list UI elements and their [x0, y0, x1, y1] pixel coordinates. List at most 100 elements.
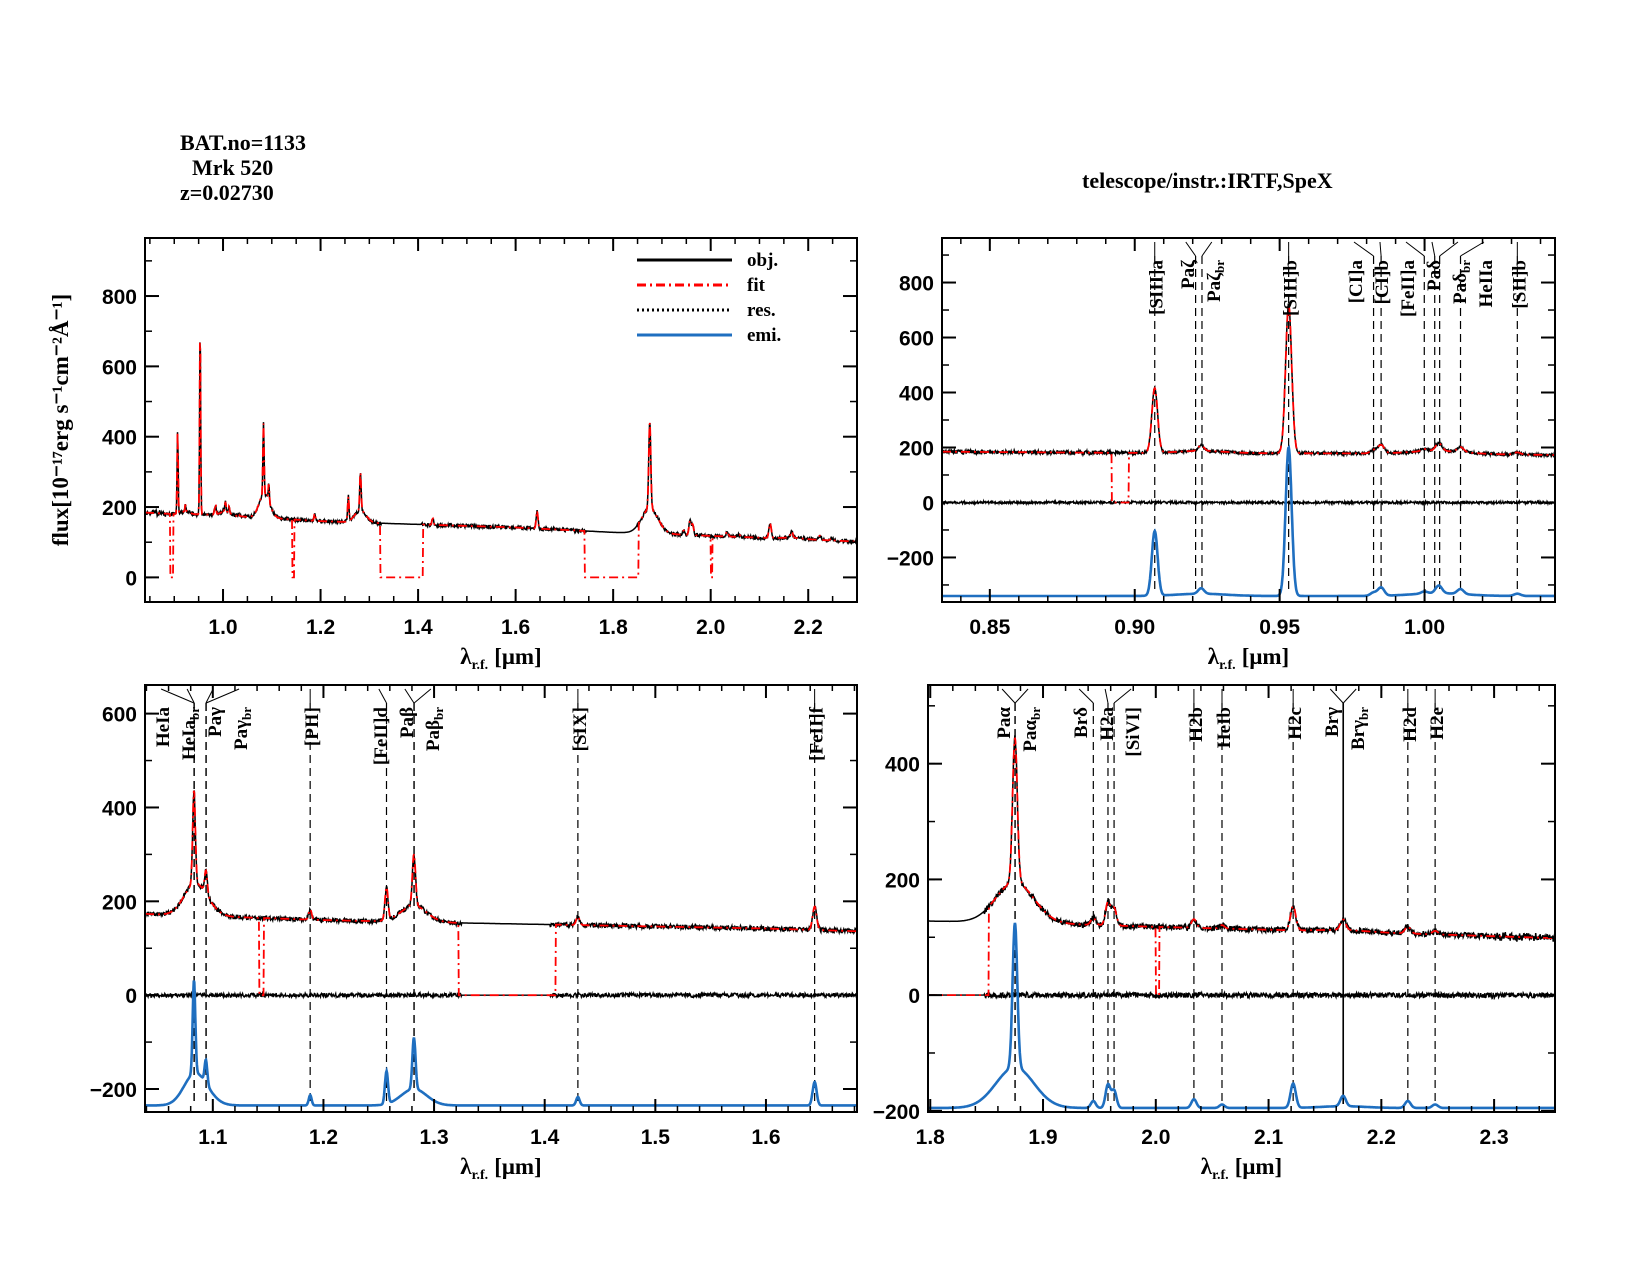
y-tick-label: 200 [885, 869, 920, 892]
line-marker-leader-3 [205, 688, 240, 704]
residual-series [145, 990, 857, 1000]
line-label-text: Brδ [1071, 707, 1092, 738]
object-series [145, 342, 857, 546]
emission-series [928, 922, 1555, 1110]
panel-zoom-1: [SIII]a Paζ Paζbr [SIII]b [CI]a [CI]b [FeII]a P… [887, 237, 1556, 673]
legend-label: fit [747, 275, 766, 296]
line-label: H2b [1186, 707, 1207, 742]
line-label: [SII]b [1509, 260, 1530, 309]
line-label-text: H2c [1285, 707, 1306, 740]
x-axis-label: λr.f. [μm] [460, 644, 541, 673]
y-tick-label: 200 [899, 437, 934, 460]
y-axis-label: flux[10⁻¹⁷erg s⁻¹cm⁻²Å⁻¹] [48, 294, 73, 546]
line-marker-leader-1 [1014, 688, 1029, 704]
x-tick-label: 1.2 [306, 616, 335, 639]
fit-series [942, 303, 1555, 504]
plot-area [942, 241, 1555, 598]
line-marker-leader-8 [1439, 241, 1459, 257]
plot-area [145, 342, 857, 579]
legend-label: res. [747, 300, 776, 321]
line-marker-leader-4 [1113, 688, 1132, 704]
x-label-unit: [μm] [494, 644, 542, 669]
line-label-sub: br [1458, 260, 1473, 273]
line-label: Paβbr [423, 707, 446, 751]
line-label-text: [SIII]a [1147, 260, 1168, 315]
line-marker-leader-0 [1001, 688, 1016, 704]
line-label: [PII] [302, 707, 323, 746]
line-label-sub: br [1028, 707, 1043, 720]
line-label-text: [CI]a [1346, 260, 1367, 304]
x-tick-label: 1.8 [916, 1126, 946, 1149]
x-tick-label: 0.95 [1259, 616, 1300, 639]
x-tick-label: 1.5 [641, 1126, 671, 1149]
line-label: [FeII]d [371, 707, 392, 765]
line-label-text: HeIa [179, 720, 200, 761]
line-label: HeIa [153, 707, 174, 748]
y-tick-label: 0 [908, 985, 920, 1008]
line-label: [SIII]b [1281, 260, 1302, 316]
x-tick-label: 1.4 [530, 1126, 560, 1149]
panel-zoom-3: Paα Paαbr Brδ H2a [SiVI] H2b HeIb H2c Brγ Brγbr H2… [873, 684, 1556, 1183]
line-label: HeIabr [179, 707, 202, 760]
line-label-text: Paζ [1178, 259, 1199, 289]
line-marker-leader-4 [1353, 241, 1374, 257]
y-tick-label: 400 [102, 797, 137, 820]
line-label-sub: br [187, 707, 202, 720]
line-label-text: Brγ [1348, 720, 1369, 750]
line-label-text: [SiVI] [1123, 707, 1144, 757]
plot-frame [144, 237, 858, 603]
y-tick-label: 200 [102, 891, 137, 914]
fit-series [145, 790, 857, 997]
line-label: Paζbr [1204, 260, 1227, 302]
y-tick-label: 800 [899, 273, 934, 296]
y-tick-label: −200 [887, 547, 934, 570]
line-label-text: Paδ [1450, 273, 1471, 304]
line-label-text: Paα [994, 707, 1015, 739]
object-series [145, 790, 857, 936]
line-label: Paδbr [1450, 260, 1473, 304]
x-tick-label: 1.3 [419, 1126, 448, 1149]
line-label: H2a [1097, 707, 1118, 741]
line-label-sub: br [1212, 260, 1227, 273]
x-label-sub: r.f. [472, 658, 489, 673]
x-tick-label: 0.85 [969, 616, 1010, 639]
x-axis-label: λr.f. [μm] [1201, 1154, 1282, 1183]
line-label: [CI]b [1372, 260, 1393, 304]
x-tick-label: 1.1 [198, 1126, 228, 1149]
line-label-text: [SIX] [570, 707, 591, 751]
line-label: Brδ [1071, 707, 1092, 738]
emission-series [942, 444, 1555, 598]
y-tick-label: 400 [102, 427, 137, 450]
object-series [928, 735, 1555, 942]
line-label: [CI]a [1346, 260, 1367, 304]
y-tick-label: 200 [102, 497, 137, 520]
line-label-text: Paβ [423, 720, 444, 751]
line-marker-leader-9 [1460, 241, 1485, 257]
x-tick-label: 2.3 [1480, 1126, 1509, 1149]
line-label-text: [SIII]b [1281, 260, 1302, 316]
x-tick-label: 0.90 [1114, 616, 1155, 639]
line-label: Paδ [1424, 260, 1445, 291]
x-tick-label: 1.4 [403, 616, 433, 639]
x-label-main: λ [460, 644, 472, 669]
line-label: H2c [1285, 707, 1306, 740]
line-marker-leader-2 [1078, 688, 1094, 704]
residual-series [928, 989, 1555, 1001]
line-marker-leader-0 [160, 688, 195, 704]
line-label-text: [FeII]a [1398, 260, 1419, 317]
line-marker-leader-1 [186, 688, 195, 704]
line-label: [FeII]a [1398, 260, 1419, 317]
line-label-text: Paγ [205, 707, 226, 737]
line-marker-leader-5 [378, 688, 387, 704]
line-marker-leader-3 [1104, 688, 1109, 704]
line-label-text: Paα [1020, 720, 1041, 752]
x-tick-label: 1.6 [751, 1126, 780, 1149]
line-label-sub: br [1356, 707, 1371, 720]
panel-overview: 1.0 1.2 1.4 1.6 1.8 2.0 2.2 0 200 400 600 800 λr.f. [… [102, 237, 858, 673]
line-label-text: HeIa [153, 707, 174, 748]
line-label-text: H2e [1427, 707, 1448, 740]
line-label: Paζ [1178, 259, 1199, 289]
line-label: Brγ [1322, 707, 1343, 737]
bat-number: BAT.no=1133 [180, 130, 306, 155]
line-label-text: [FeII]f [807, 706, 828, 760]
